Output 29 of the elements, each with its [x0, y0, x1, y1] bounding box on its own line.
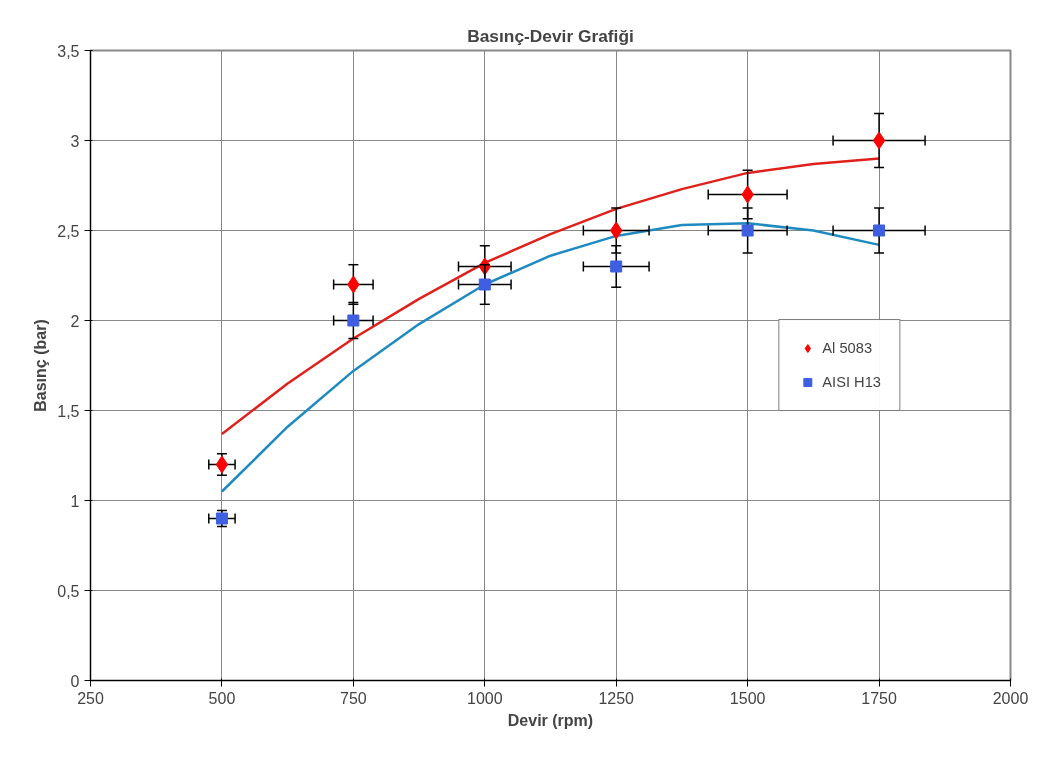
x-tick-label: 500	[208, 689, 236, 707]
y-tick-label: 3	[70, 132, 80, 150]
x-tick-label: 1750	[861, 689, 897, 707]
line-series	[220, 222, 881, 493]
point	[872, 131, 886, 150]
y-tick-label: 2	[70, 312, 80, 330]
y-tick-label: 1	[70, 492, 80, 510]
y-tick-label: 3,5	[57, 42, 80, 60]
y-tick-label: 2,5	[57, 222, 80, 240]
point	[741, 224, 754, 237]
y-tick-label: 1,5	[57, 402, 80, 420]
point	[873, 224, 886, 237]
x-axis-title: Devir (rpm)	[507, 711, 594, 729]
x-tick-label: 1250	[598, 689, 635, 707]
point	[478, 278, 491, 291]
legend-label: AISI H13	[822, 374, 881, 390]
y-tick-label: 0	[70, 672, 80, 690]
chart-title: Basınç-Devir Grafiği	[467, 25, 634, 46]
point	[610, 260, 623, 273]
x-tick-label: 2000	[992, 689, 1029, 707]
x-tick-label: 1500	[729, 689, 766, 707]
line-series	[220, 157, 881, 436]
x-tick-label: 1000	[466, 689, 503, 707]
legend-label: Al 5083	[822, 340, 873, 356]
x-tick-label: 250	[77, 689, 104, 707]
x-tick-label: 750	[340, 689, 367, 707]
y-tick-label: 0,5	[57, 582, 80, 600]
y-axis-title: Basınç (bar)	[32, 319, 50, 412]
point	[347, 314, 360, 327]
